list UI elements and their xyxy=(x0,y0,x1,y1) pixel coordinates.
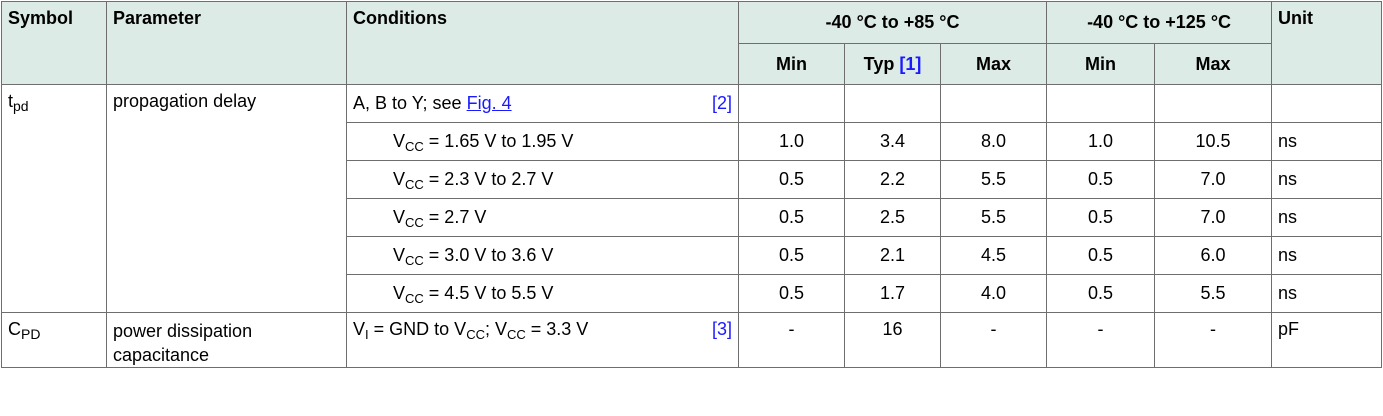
header-typ-footnote-link[interactable]: [1] xyxy=(899,53,922,74)
footnote-3-link[interactable]: [3] xyxy=(711,319,732,339)
unit-value: ns xyxy=(1271,160,1383,199)
symbol-cpd-main: C xyxy=(8,319,21,339)
table-row: VCC = 1.65 V to 1.95 V 1.0 3.4 8.0 1.0 1… xyxy=(2,122,1383,161)
min-85-value: 0.5 xyxy=(738,274,845,313)
parameter-tpd: propagation delay xyxy=(106,84,347,313)
min-85-value: - xyxy=(738,312,845,368)
symbol-tpd: tpd xyxy=(1,84,107,313)
header-unit: Unit xyxy=(1271,1,1383,85)
cell-empty xyxy=(1154,84,1273,123)
header-row-2: Min Typ [1] Max Min Max xyxy=(2,43,1382,85)
table-row-cpd: CPD power dissipation capacitance VI = G… xyxy=(1,312,1383,368)
parameter-cpd-line1: power dissipation xyxy=(113,321,253,341)
typ-value: 2.2 xyxy=(844,160,941,199)
max-125-value: 5.5 xyxy=(1154,274,1273,313)
table-row-tpd: tpd propagation delay A, B to Y; see Fig… xyxy=(1,84,1383,313)
unit-value: pF xyxy=(1271,312,1383,368)
condition-cell: VCC = 1.65 V to 1.95 V xyxy=(346,122,739,161)
unit-value: ns xyxy=(1271,198,1383,237)
condition-cell: VCC = 4.5 V to 5.5 V xyxy=(346,274,739,313)
max-125-value: 7.0 xyxy=(1154,160,1273,199)
symbol-cpd-sub: PD xyxy=(21,326,41,342)
min-85-value: 0.5 xyxy=(738,160,845,199)
min-125-value: 0.5 xyxy=(1046,198,1156,237)
max-85-value: 4.0 xyxy=(939,274,1048,313)
typ-value: 3.4 xyxy=(844,122,941,161)
header-range-85: -40 °C to +85 °C xyxy=(737,1,1048,44)
header-typ: Typ [1] xyxy=(844,43,941,85)
condition-cell: VCC = 3.0 V to 3.6 V xyxy=(346,236,739,275)
max-85-value: - xyxy=(939,312,1048,368)
header-min-125: Min xyxy=(1046,43,1156,85)
header-max-85: Max xyxy=(939,43,1048,85)
footnote-2-link[interactable]: [2] xyxy=(711,93,732,113)
min-85-value: 1.0 xyxy=(738,122,845,161)
unit-value: ns xyxy=(1271,236,1383,275)
unit-value: ns xyxy=(1271,122,1383,161)
min-85-value: 0.5 xyxy=(738,236,845,275)
typ-value: 16 xyxy=(844,312,941,368)
max-85-value: 8.0 xyxy=(939,122,1048,161)
parameter-cpd: power dissipation capacitance xyxy=(106,312,347,368)
max-125-value: - xyxy=(1154,312,1273,368)
table-row: VCC = 4.5 V to 5.5 V 0.5 1.7 4.0 0.5 5.5… xyxy=(2,274,1383,313)
min-125-value: 0.5 xyxy=(1046,274,1156,313)
min-125-value: 0.5 xyxy=(1046,236,1156,275)
header-parameter: Parameter xyxy=(106,1,347,85)
condition-cell: VCC = 2.3 V to 2.7 V xyxy=(346,160,739,199)
cell-empty xyxy=(844,84,941,123)
cell-empty xyxy=(738,84,845,123)
condition-cell: VCC = 2.7 V xyxy=(346,198,739,237)
symbol-tpd-main: t xyxy=(8,91,14,111)
header-conditions: Conditions xyxy=(346,1,739,85)
max-85-value: 5.5 xyxy=(939,198,1048,237)
min-125-value: 1.0 xyxy=(1046,122,1156,161)
header-max-125: Max xyxy=(1154,43,1273,85)
conditions-tpd: A, B to Y; see Fig. 4 [2] xyxy=(346,84,739,123)
header-range-125: -40 °C to +125 °C xyxy=(1046,1,1273,44)
symbol-cpd: CPD xyxy=(1,312,107,368)
conditions-tpd-text: A, B to Y; see xyxy=(353,93,467,113)
max-125-value: 6.0 xyxy=(1154,236,1273,275)
conditions-cpd: VI = GND to VCC; VCC = 3.3 V [3] xyxy=(346,312,739,368)
typ-value: 2.1 xyxy=(844,236,941,275)
table-row: VCC = 3.0 V to 3.6 V 0.5 2.1 4.5 0.5 6.0… xyxy=(2,236,1383,275)
cell-empty xyxy=(1271,84,1383,123)
table-row: VCC = 2.3 V to 2.7 V 0.5 2.2 5.5 0.5 7.0… xyxy=(2,160,1383,199)
max-85-value: 5.5 xyxy=(939,160,1048,199)
cell-empty xyxy=(939,84,1048,123)
header-symbol: Symbol xyxy=(1,1,107,85)
max-125-value: 7.0 xyxy=(1154,198,1273,237)
parameter-cpd-line2: capacitance xyxy=(113,345,210,365)
header-min-85: Min xyxy=(738,43,845,85)
cell-empty xyxy=(1046,84,1156,123)
typ-value: 2.5 xyxy=(844,198,941,237)
dynamic-characteristics-table: Symbol Parameter Conditions -40 °C to +8… xyxy=(1,1,1383,368)
header-row-1: Symbol Parameter Conditions -40 °C to +8… xyxy=(1,1,1383,85)
min-125-value: - xyxy=(1046,312,1156,368)
unit-value: ns xyxy=(1271,274,1383,313)
min-125-value: 0.5 xyxy=(1046,160,1156,199)
max-125-value: 10.5 xyxy=(1154,122,1273,161)
symbol-tpd-sub: pd xyxy=(13,98,29,114)
header-typ-label: Typ xyxy=(863,53,895,74)
typ-value: 1.7 xyxy=(844,274,941,313)
min-85-value: 0.5 xyxy=(738,198,845,237)
max-85-value: 4.5 xyxy=(939,236,1048,275)
fig-4-link[interactable]: Fig. 4 xyxy=(466,93,512,113)
